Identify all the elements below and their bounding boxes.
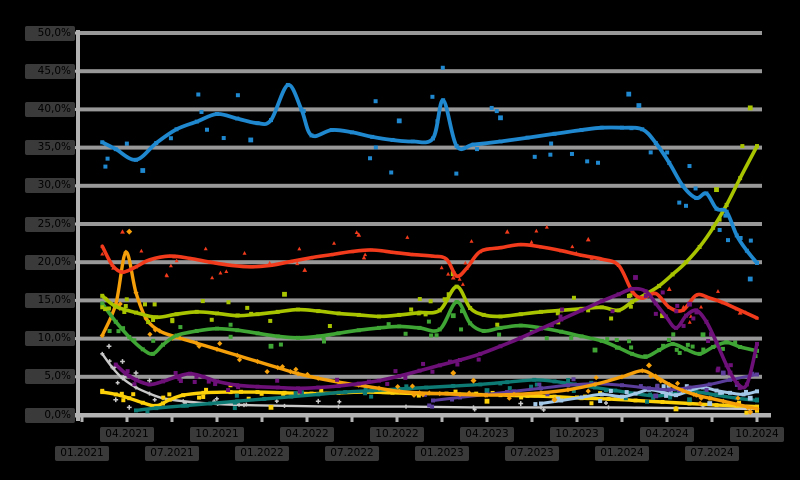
x-axis-label: 04.2021 <box>100 427 154 442</box>
series-line-red <box>100 242 759 320</box>
x-axis-label: 10.2021 <box>190 427 244 442</box>
x-tick <box>530 417 534 422</box>
gridline <box>78 183 762 188</box>
x-tick <box>485 417 489 422</box>
x-axis-label: 07.2022 <box>325 446 379 461</box>
series-line-gray <box>101 352 759 411</box>
x-tick <box>215 417 219 422</box>
x-tick <box>80 417 84 422</box>
y-axis-label: 30,0% <box>25 178 75 194</box>
x-axis-label: 04.2024 <box>640 427 694 442</box>
series-line-green <box>100 300 759 359</box>
y-axis-label: 0,0% <box>25 407 75 423</box>
series-lightblue <box>533 383 759 407</box>
x-tick <box>125 417 129 422</box>
gridline <box>78 69 762 74</box>
series-purple <box>113 275 759 394</box>
x-tick <box>440 417 444 422</box>
x-tick <box>170 417 174 422</box>
gridline <box>78 260 762 265</box>
x-tick <box>305 417 309 422</box>
series-blue <box>100 65 759 282</box>
x-axis-label: 04.2023 <box>460 427 514 442</box>
x-tick <box>665 417 669 422</box>
gridline <box>78 107 762 112</box>
gridline <box>78 222 762 226</box>
x-tick <box>395 417 399 422</box>
y-axis-label: 50,0% <box>25 25 75 41</box>
x-axis-label: 07.2023 <box>505 446 559 461</box>
x-tick <box>710 417 714 422</box>
x-axis-label: 01.2022 <box>235 446 289 461</box>
x-axis-line <box>74 413 771 418</box>
x-tick <box>755 417 759 422</box>
x-axis-label: 01.2024 <box>595 446 649 461</box>
x-tick <box>260 417 264 422</box>
x-axis-label: 10.2022 <box>370 427 424 442</box>
y-axis-label: 40,0% <box>25 101 75 117</box>
x-axis-label: 10.2023 <box>550 427 604 442</box>
x-tick <box>620 417 624 422</box>
series-green <box>100 299 759 359</box>
y-axis-label: 15,0% <box>25 292 75 308</box>
series-red <box>100 224 759 324</box>
y-axis-label: 10,0% <box>25 331 75 347</box>
y-axis-line <box>76 30 80 421</box>
y-axis-label: 35,0% <box>25 140 75 156</box>
gridline <box>78 336 762 341</box>
x-axis-label: 01.2021 <box>55 446 109 461</box>
y-axis-label: 20,0% <box>25 254 75 270</box>
x-axis-label: 10.2024 <box>730 427 784 442</box>
gridline <box>78 31 762 35</box>
x-axis-label: 04.2022 <box>280 427 334 442</box>
series-chartreuse <box>100 105 759 329</box>
x-axis-label: 07.2024 <box>685 446 739 461</box>
x-tick <box>575 417 579 422</box>
y-axis-label: 25,0% <box>25 216 75 232</box>
y-axis-label: 5,0% <box>25 369 75 385</box>
series-line-chartreuse <box>100 144 759 320</box>
gridline <box>78 374 762 379</box>
x-axis-label: 07.2021 <box>145 446 199 461</box>
y-axis-label: 45,0% <box>25 63 75 79</box>
x-axis-label: 01.2023 <box>415 446 469 461</box>
x-tick <box>350 417 354 422</box>
gridline <box>78 145 762 150</box>
